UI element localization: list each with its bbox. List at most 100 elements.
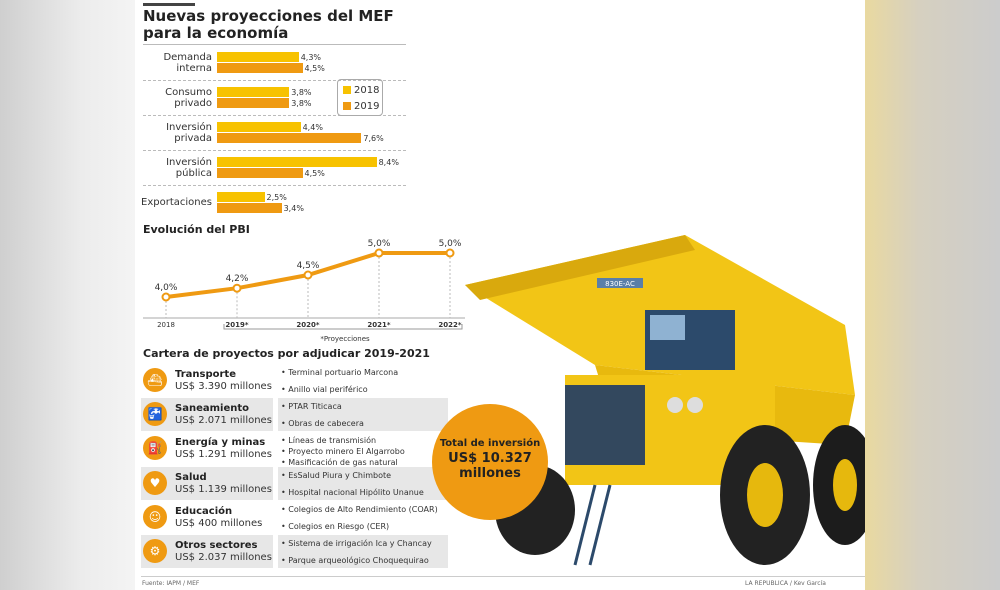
project-item: • Obras de cabecera bbox=[281, 419, 364, 428]
total-amount: US$ 10.327 bbox=[448, 451, 532, 466]
category-label-line: Exportaciones bbox=[141, 197, 212, 208]
student-icon: ☺ bbox=[143, 505, 167, 529]
row-separator bbox=[143, 115, 406, 116]
sector-row: ☺ Educación US$ 400 millones • Colegios de … bbox=[141, 501, 438, 534]
sector-projects: • EsSalud Piura y Chimbote • Hospital nac… bbox=[278, 467, 448, 500]
legend-swatch bbox=[343, 102, 351, 110]
sector-summary: ⚙ Otros sectores US$ 2.037 millones bbox=[141, 535, 273, 568]
sector-amount: US$ 1.139 millones bbox=[175, 484, 272, 495]
category-label: Consumo privado bbox=[140, 87, 212, 109]
bar-2018 bbox=[217, 122, 301, 132]
title-rule bbox=[143, 44, 406, 45]
project-name: Proyecto minero El Algarrobo bbox=[288, 447, 405, 456]
project-item: • Proyecto minero El Algarrobo bbox=[281, 447, 405, 456]
project-item: • Masificación de gas natural bbox=[281, 458, 398, 467]
credit-note: LA REPUBLICA / Kev García bbox=[745, 580, 826, 587]
gears-icon: ⚙ bbox=[143, 539, 167, 563]
project-item: • Parque arqueológico Choquequirao bbox=[281, 556, 429, 565]
category-label: Demanda interna bbox=[140, 52, 212, 74]
legend-item-2018: 2018 bbox=[343, 85, 379, 96]
x-tick-label: 2021* bbox=[367, 321, 390, 329]
bar-value-label: 8,4% bbox=[378, 158, 399, 167]
sector-amount: US$ 400 millones bbox=[175, 518, 263, 529]
project-name: Colegios de Alto Rendimiento (COAR) bbox=[288, 505, 438, 514]
project-item: • PTAR Titicaca bbox=[281, 402, 342, 411]
sector-name: Transporte bbox=[175, 369, 236, 380]
title-line-1: Nuevas proyecciones del MEF bbox=[143, 7, 394, 25]
bar-value-label: 7,6% bbox=[363, 134, 384, 143]
sector-projects: • PTAR Titicaca • Obras de cabecera bbox=[278, 398, 448, 431]
cartera-title: Cartera de proyectos por adjudicar 2019-… bbox=[143, 347, 430, 360]
sector-name: Educación bbox=[175, 506, 233, 517]
project-item: • Colegios de Alto Rendimiento (COAR) bbox=[281, 505, 438, 514]
sector-row: ♥ Salud US$ 1.139 millones • EsSalud Piura … bbox=[141, 467, 448, 500]
sector-row: 🚰 Saneamiento US$ 2.071 millones • PTAR Tit… bbox=[141, 398, 448, 431]
data-label: 5,0% bbox=[439, 239, 462, 249]
chart-legend: 2018 2019 bbox=[337, 79, 383, 116]
project-name: Líneas de transmisión bbox=[288, 436, 377, 445]
category-label: Exportaciones bbox=[140, 197, 212, 208]
project-name: Sistema de irrigación Ica y Chancay bbox=[288, 539, 432, 548]
blurred-background-right bbox=[865, 0, 1000, 590]
sector-amount: US$ 1.291 millones bbox=[175, 449, 272, 460]
bar-2019 bbox=[217, 168, 303, 178]
data-label: 5,0% bbox=[368, 239, 391, 249]
data-label: 4,2% bbox=[226, 274, 249, 284]
data-point bbox=[374, 248, 384, 258]
project-item: • Anillo vial periférico bbox=[281, 385, 368, 394]
projections-bar-chart: Demanda interna 4,3% 4,5% Consumo privado 3,8%… bbox=[135, 0, 425, 220]
project-name: Hospital nacional Hipólito Unanue bbox=[288, 488, 424, 497]
blurred-background-left bbox=[0, 0, 135, 590]
sector-projects: • Sistema de irrigación Ica y Chancay • P… bbox=[278, 535, 448, 568]
sector-name: Salud bbox=[175, 472, 207, 483]
sector-amount: US$ 2.071 millones bbox=[175, 415, 272, 426]
sector-projects: • Terminal portuario Marcona • Anillo via… bbox=[278, 364, 448, 397]
sector-amount: US$ 2.037 millones bbox=[175, 552, 272, 563]
sector-summary: ⛴ Transporte US$ 3.390 millones bbox=[141, 364, 273, 397]
bar-2018 bbox=[217, 157, 377, 167]
data-point bbox=[445, 248, 455, 258]
project-name: PTAR Titicaca bbox=[288, 402, 342, 411]
bar-value-label: 3,4% bbox=[283, 204, 304, 213]
project-item: • Colegios en Riesgo (CER) bbox=[281, 522, 390, 531]
legend-label: 2018 bbox=[354, 85, 380, 96]
project-item: • Hospital nacional Hipólito Unanue bbox=[281, 488, 424, 497]
projection-bracket bbox=[223, 324, 463, 330]
project-item: • Terminal portuario Marcona bbox=[281, 368, 399, 377]
data-point bbox=[232, 283, 242, 293]
bar-value-label: 4,5% bbox=[304, 169, 325, 178]
truck-badge: 830E-AC bbox=[605, 280, 635, 288]
sector-amount: US$ 3.390 millones bbox=[175, 381, 272, 392]
page-title: Nuevas proyecciones del MEF para la econ… bbox=[143, 8, 394, 42]
legend-swatch bbox=[343, 86, 351, 94]
data-label: 4,5% bbox=[297, 261, 320, 271]
bar-2018 bbox=[217, 87, 290, 97]
category-label-line: interna bbox=[176, 63, 212, 74]
row-separator bbox=[143, 185, 406, 186]
legend-item-2019: 2019 bbox=[343, 101, 379, 112]
bar-value-label: 4,4% bbox=[302, 123, 323, 132]
pbi-line-chart: 4,0% 2018 4,2% 2019* 4,5% 2020* 5,0% 2021* 5,0% 2… bbox=[143, 239, 465, 343]
category-label-line: privado bbox=[174, 98, 212, 109]
bar-2019 bbox=[217, 98, 290, 108]
truck-radiator-grille bbox=[565, 385, 645, 465]
project-name: Terminal portuario Marcona bbox=[288, 368, 399, 377]
legend-label: 2019 bbox=[354, 101, 380, 112]
ship-icon: ⛴ bbox=[143, 368, 167, 392]
total-label: Total de inversión bbox=[439, 438, 541, 449]
project-item: • EsSalud Piura y Chimbote bbox=[281, 471, 392, 480]
row-separator bbox=[143, 80, 406, 81]
project-name: EsSalud Piura y Chimbote bbox=[288, 471, 392, 480]
row-separator bbox=[143, 150, 406, 151]
category-label: Inversión privada bbox=[140, 122, 212, 144]
bar-2018 bbox=[217, 192, 265, 202]
projections-note: *Proyecciones bbox=[320, 335, 370, 343]
project-item: • Sistema de irrigación Ica y Chancay bbox=[281, 539, 432, 548]
heart-plus-icon: ♥ bbox=[143, 471, 167, 495]
bar-2018 bbox=[217, 52, 299, 62]
data-point bbox=[303, 270, 313, 280]
bar-value-label: 3,8% bbox=[291, 88, 312, 97]
category-label-line: Inversión bbox=[166, 122, 212, 133]
oil-pump-icon: ⛽ bbox=[143, 436, 167, 460]
category-label-line: Inversión bbox=[166, 157, 212, 168]
